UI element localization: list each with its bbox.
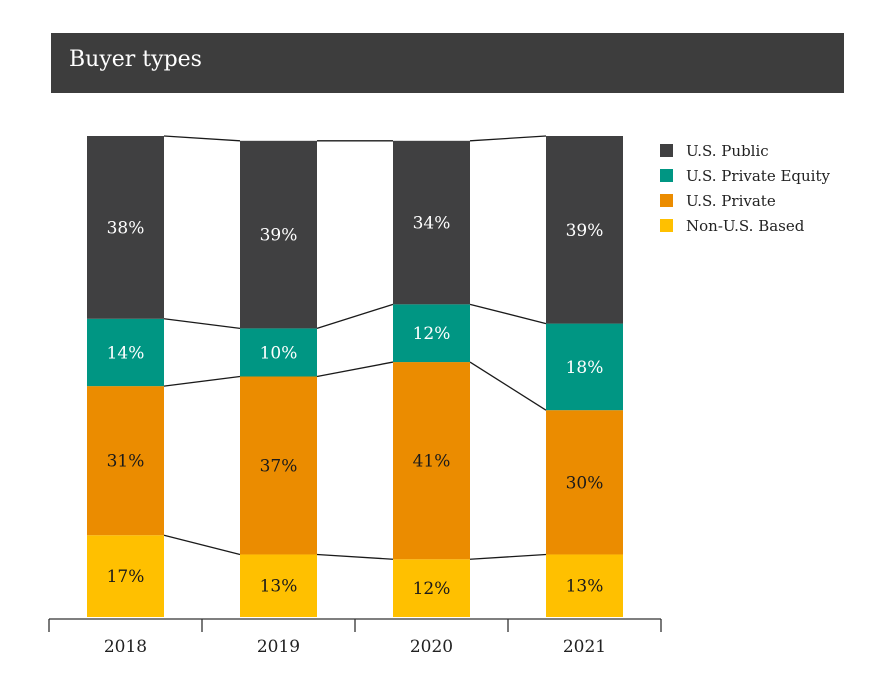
data-label-u-s-public-2019: 39%	[260, 226, 298, 246]
data-label-u-s-private-2019: 37%	[260, 456, 298, 476]
connector-lines	[163, 135, 547, 560]
connector-line	[163, 135, 241, 142]
connector-line	[163, 534, 241, 556]
bar-segment-u-s-private-2019	[240, 376, 317, 555]
legend-swatch-u-s-private	[660, 194, 673, 207]
data-label-u-s-private-equity-2018: 14%	[107, 343, 145, 363]
legend-item-non-u-s-based: Non-U.S. Based	[660, 213, 830, 238]
legend-swatch-u-s-public	[660, 144, 673, 157]
connector-line	[469, 303, 547, 325]
connector-line	[469, 135, 547, 142]
data-label-u-s-private-equity-2020: 12%	[413, 324, 451, 344]
data-label-non-u-s-based-2018: 17%	[107, 567, 145, 587]
bar-segment-u-s-private-2018	[87, 386, 164, 536]
data-label-u-s-private-equity-2021: 18%	[566, 358, 604, 378]
bar-segment-u-s-public-2020	[393, 140, 470, 305]
x-axis: 2018 2019 2020 2021	[48, 618, 662, 657]
bar-segment-non-u-s-based-2018	[87, 535, 164, 617]
data-label-non-u-s-based-2020: 12%	[413, 579, 451, 599]
chart-legend: U.S. Public U.S. Private Equity U.S. Priva…	[660, 138, 830, 238]
bar-segment-u-s-private-2020	[393, 362, 470, 560]
bar-segment-non-u-s-based-2021	[546, 554, 623, 617]
legend-label-non-u-s-based: Non-U.S. Based	[686, 216, 805, 235]
data-label-u-s-private-2020: 41%	[413, 452, 451, 472]
connector-line	[469, 361, 547, 411]
x-tick-label-2020: 2020	[410, 637, 453, 657]
bar-segment-u-s-public-2018	[87, 136, 164, 319]
connector-line	[316, 553, 394, 560]
data-label-non-u-s-based-2021: 13%	[566, 577, 604, 597]
bars	[87, 136, 623, 617]
data-label-u-s-public-2021: 39%	[566, 221, 604, 241]
bar-segment-non-u-s-based-2020	[393, 559, 470, 617]
bar-segment-u-s-private-equity-2020	[393, 304, 470, 363]
data-label-u-s-private-equity-2019: 10%	[260, 343, 298, 363]
bar-segment-u-s-private-2021	[546, 410, 623, 555]
connector-line	[469, 553, 547, 560]
data-label-u-s-private-2018: 31%	[107, 452, 145, 472]
connector-line	[163, 375, 241, 387]
bar-segment-u-s-public-2019	[240, 140, 317, 329]
legend-label-u-s-private: U.S. Private	[686, 191, 776, 210]
legend-item-u-s-private-equity: U.S. Private Equity	[660, 163, 830, 188]
bar-segment-u-s-public-2021	[546, 136, 623, 324]
x-tick-label-2021: 2021	[563, 637, 606, 657]
chart-header: Buyer types	[51, 33, 844, 93]
legend-item-u-s-private: U.S. Private	[660, 188, 830, 213]
bar-segment-u-s-private-equity-2021	[546, 323, 623, 411]
connector-line	[316, 361, 394, 378]
connector-line	[316, 303, 394, 330]
data-label-u-s-public-2018: 38%	[107, 218, 145, 238]
connector-line	[163, 318, 241, 330]
legend-swatch-u-s-private-equity	[660, 169, 673, 182]
legend-swatch-non-u-s-based	[660, 219, 673, 232]
bar-segment-u-s-private-equity-2018	[87, 318, 164, 387]
legend-label-u-s-public: U.S. Public	[686, 141, 769, 160]
data-label-u-s-private-2021: 30%	[566, 473, 604, 493]
bar-segment-u-s-private-equity-2019	[240, 328, 317, 377]
chart-title: Buyer types	[69, 47, 202, 72]
data-label-u-s-public-2020: 34%	[413, 214, 451, 234]
legend-label-u-s-private-equity: U.S. Private Equity	[686, 166, 830, 185]
data-labels: 17% 31% 14% 38% 13% 37% 10% 39% 12% 41% 12% 34% 13% 3…	[107, 214, 604, 600]
bar-segment-non-u-s-based-2019	[240, 554, 317, 617]
legend-item-u-s-public: U.S. Public	[660, 138, 830, 163]
data-label-non-u-s-based-2019: 13%	[260, 577, 298, 597]
x-tick-label-2019: 2019	[257, 637, 300, 657]
x-tick-label-2018: 2018	[104, 637, 147, 657]
